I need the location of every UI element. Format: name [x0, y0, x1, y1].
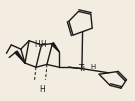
Text: H: H	[34, 40, 40, 49]
Polygon shape	[51, 43, 59, 52]
Text: H: H	[40, 40, 46, 49]
Text: H: H	[90, 64, 95, 70]
Text: Ti: Ti	[78, 64, 85, 73]
Text: H: H	[39, 85, 45, 94]
Polygon shape	[15, 51, 25, 63]
